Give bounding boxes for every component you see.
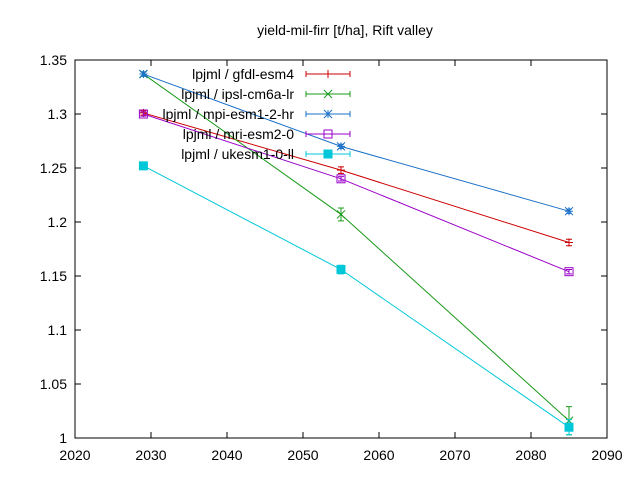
- legend-label: lpjml / mpi-esm1-2-hr: [163, 106, 295, 122]
- data-point: [564, 422, 574, 432]
- plot-frame: [74, 59, 608, 439]
- series-1: [139, 69, 574, 436]
- x-tick-label: 2090: [591, 447, 622, 463]
- data-point: [336, 265, 346, 275]
- x-tick-label: 2030: [135, 447, 166, 463]
- series-3: [138, 109, 574, 277]
- legend: lpjml / gfdl-esm4 lpjml / ipsl-cm6a-lr lpj…: [163, 66, 351, 162]
- chart-title: yield-mil-firr [t/ha], Rift valley: [257, 22, 433, 38]
- legend-marker: [324, 70, 332, 78]
- series-line: [143, 165, 570, 428]
- data-point: [138, 161, 148, 171]
- y-tick-label: 1.05: [40, 376, 67, 392]
- y-tick-label: 1.2: [48, 214, 68, 230]
- data-point: [336, 210, 346, 219]
- data-point: [139, 69, 148, 79]
- y-tick-label: 1.15: [40, 268, 67, 284]
- legend-entry-0: lpjml / gfdl-esm4: [192, 66, 351, 82]
- data-point: [564, 206, 574, 216]
- legend-entry-3: lpjml / mri-esm2-0: [183, 126, 351, 142]
- legend-entry-1: lpjml / ipsl-cm6a-lr: [181, 86, 351, 102]
- error-bar: [140, 111, 147, 117]
- legend-line: [305, 131, 351, 137]
- y-tick-label: 1.35: [40, 52, 67, 68]
- data-point: [565, 238, 573, 247]
- axes: 2020 2030 2040 2050 2060 2070 2080 2090 1 1.05 1.1…: [40, 52, 623, 463]
- x-tick-label: 2070: [439, 447, 470, 463]
- legend-marker: [323, 89, 333, 99]
- x-tick-label: 2080: [515, 447, 546, 463]
- data-point: [138, 109, 148, 119]
- legend-label: lpjml / ukesm1-0-ll: [181, 146, 294, 162]
- data-point: [336, 142, 346, 151]
- legend-label: lpjml / mri-esm2-0: [183, 126, 294, 142]
- legend-entry-2: lpjml / mpi-esm1-2-hr: [163, 106, 351, 122]
- data-point: [336, 174, 346, 184]
- legend-marker: [323, 129, 333, 139]
- x-tick-label: 2060: [363, 447, 394, 463]
- x-tick-label: 2050: [287, 447, 318, 463]
- error-bar: [566, 269, 572, 275]
- data-point: [337, 166, 345, 175]
- data-point: [564, 267, 574, 277]
- y-tick-label: 1.1: [48, 322, 68, 338]
- legend-marker: [323, 109, 333, 119]
- series-4: [138, 161, 574, 436]
- y-tick-label: 1.25: [40, 160, 67, 176]
- x-tick-label: 2020: [59, 447, 90, 463]
- series-layer: [138, 69, 574, 436]
- series-2: [139, 69, 574, 216]
- y-tick-label: 1.3: [48, 106, 68, 122]
- y-tick-label: 1: [59, 430, 67, 446]
- x-tick-label: 2040: [211, 447, 242, 463]
- legend-marker: [323, 149, 333, 159]
- legend-label: lpjml / gfdl-esm4: [192, 66, 294, 82]
- legend-label: lpjml / ipsl-cm6a-lr: [181, 86, 294, 102]
- legend-entry-4: lpjml / ukesm1-0-ll: [181, 146, 351, 162]
- error-bar: [338, 176, 344, 182]
